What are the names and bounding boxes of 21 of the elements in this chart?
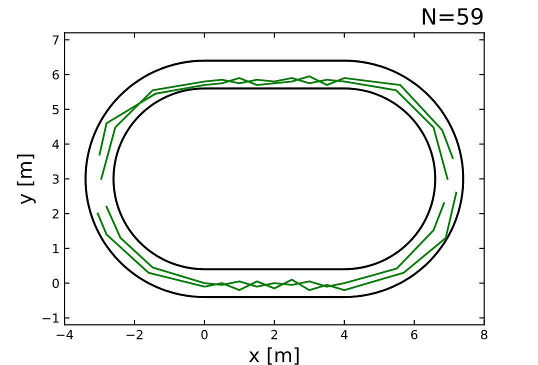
x-tick-label: 0 — [201, 330, 208, 340]
x-tick-label: 6 — [411, 330, 418, 340]
line-series — [96, 192, 458, 291]
x-tick-label: 4 — [340, 330, 348, 340]
x-tick-label: 2 — [271, 330, 278, 340]
chart-title: N=59 — [422, 8, 483, 25]
y-axis-title: y [m] — [16, 154, 36, 204]
line-series — [106, 202, 445, 288]
y-tick-label: 0 — [52, 278, 59, 288]
y-tick-label: 4 — [52, 140, 59, 149]
y-tick-label: 6 — [52, 70, 59, 80]
y-tick-label: 2 — [52, 209, 58, 218]
y-tick-label: −1 — [42, 314, 59, 323]
x-tick-label: 8 — [481, 330, 488, 340]
y-tick-label: 5 — [52, 104, 59, 114]
x-axis-title: x [m] — [249, 347, 299, 365]
y-tick-label: 7 — [52, 35, 59, 45]
x-tick-label: −2 — [126, 330, 142, 340]
x-tick-label: −4 — [56, 330, 74, 340]
y-tick-label: 3 — [52, 174, 59, 184]
y-tick-label: 1 — [53, 244, 59, 254]
